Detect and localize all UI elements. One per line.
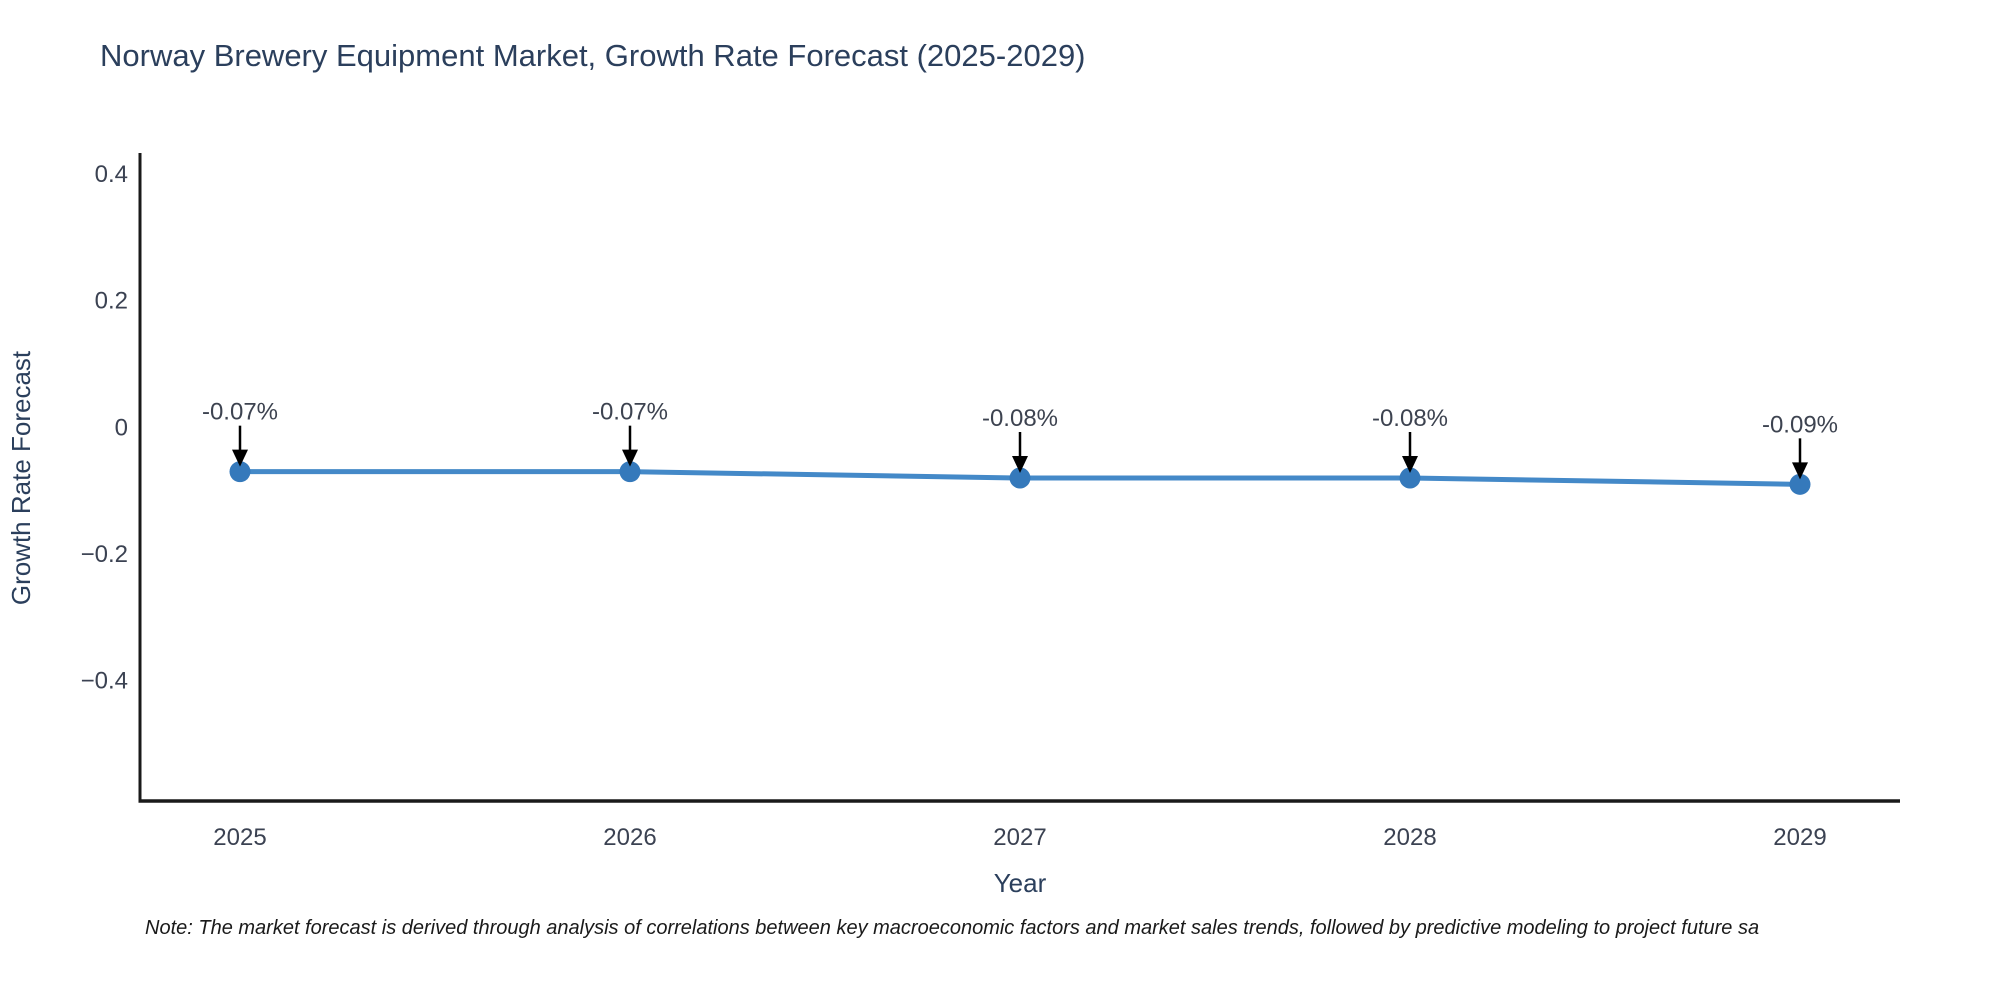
x-tick-label: 2028 bbox=[1383, 824, 1436, 851]
point-value-label: -0.09% bbox=[1762, 411, 1838, 438]
point-value-label: -0.07% bbox=[592, 399, 668, 426]
y-tick-label: −0.4 bbox=[81, 668, 128, 695]
x-tick-label: 2027 bbox=[993, 824, 1046, 851]
annotation-arrowhead-icon bbox=[1792, 462, 1808, 480]
x-axis-title: Year bbox=[994, 868, 1047, 898]
y-tick-label: 0 bbox=[115, 414, 128, 441]
annotation-arrowhead-icon bbox=[1402, 456, 1418, 473]
annotation-arrowhead-icon bbox=[232, 449, 248, 467]
point-value-label: -0.08% bbox=[1372, 405, 1448, 432]
data-point-marker bbox=[1399, 467, 1421, 489]
y-tick-label: −0.2 bbox=[81, 541, 128, 568]
data-point-marker bbox=[1789, 473, 1811, 495]
point-value-label: -0.07% bbox=[202, 399, 278, 426]
annotation-arrowhead-icon bbox=[1012, 456, 1028, 473]
data-point-marker bbox=[229, 461, 251, 483]
annotation-arrowhead-icon bbox=[622, 449, 638, 467]
y-tick-label: 0.4 bbox=[95, 161, 128, 188]
data-point-marker bbox=[1009, 467, 1031, 489]
y-axis-title: Growth Rate Forecast bbox=[6, 350, 36, 605]
y-tick-label: 0.2 bbox=[95, 288, 128, 315]
x-tick-label: 2025 bbox=[213, 824, 266, 851]
data-point-marker bbox=[619, 461, 641, 483]
point-value-label: -0.08% bbox=[982, 405, 1058, 432]
x-tick-label: 2029 bbox=[1773, 824, 1826, 851]
x-tick-label: 2026 bbox=[603, 824, 656, 851]
chart-title: Norway Brewery Equipment Market, Growth … bbox=[100, 38, 1086, 73]
footnote: Note: The market forecast is derived thr… bbox=[145, 917, 1760, 939]
